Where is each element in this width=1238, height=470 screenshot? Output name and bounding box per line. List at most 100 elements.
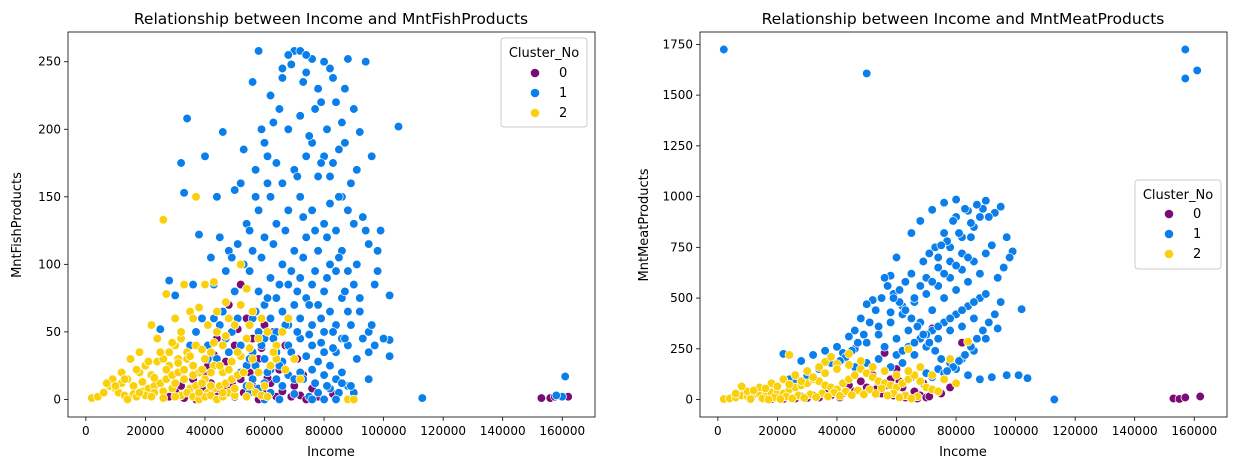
- fish-point-cluster-1: [262, 178, 273, 188]
- meat-point-cluster-1: [945, 325, 955, 336]
- fish-point-cluster-1: [230, 185, 240, 195]
- fish-point-cluster-2: [110, 381, 121, 391]
- fish-legend-box: [500, 37, 588, 128]
- meat-point-cluster-1: [1004, 252, 1015, 263]
- fish-y-tick-label: 250: [38, 55, 61, 69]
- meat-legend-title: Cluster_No: [1143, 188, 1213, 203]
- fish-point-cluster-2: [262, 327, 273, 337]
- fish-point-cluster-1: [361, 57, 371, 67]
- fish-point-cluster-1: [372, 266, 383, 276]
- fish-point-cluster-2: [155, 347, 165, 357]
- meat-point-cluster-2: [927, 370, 937, 380]
- fish-point-cluster-1: [337, 378, 347, 388]
- meat-point-cluster-2: [737, 381, 747, 392]
- fish-point-cluster-1: [283, 50, 293, 60]
- fish-point-cluster-2: [295, 374, 305, 384]
- meat-x-tick-label: 40000: [818, 424, 856, 438]
- fish-point-cluster-1: [283, 124, 293, 134]
- fish-point-cluster-1: [295, 273, 305, 283]
- meat-point-cluster-1: [906, 269, 917, 279]
- fish-point-cluster-1: [188, 279, 198, 290]
- meat-point-cluster-1: [930, 346, 940, 356]
- fish-point-cluster-1: [215, 232, 225, 242]
- meat-point-cluster-0: [1195, 391, 1205, 402]
- fish-point-cluster-2: [206, 381, 216, 391]
- fish-point-cluster-1: [277, 63, 288, 74]
- meat-point-cluster-1: [924, 338, 934, 348]
- meat-point-cluster-1: [927, 277, 937, 287]
- fish-point-cluster-1: [319, 394, 329, 405]
- fish-point-cluster-2: [244, 320, 255, 330]
- fish-point-cluster-1: [301, 50, 311, 60]
- fish-point-cluster-2: [221, 297, 231, 307]
- meat-point-cluster-1: [936, 354, 946, 364]
- meat-point-cluster-2: [906, 393, 917, 404]
- fish-point-cluster-2: [179, 279, 189, 290]
- fish-point-cluster-1: [325, 259, 335, 270]
- meat-point-cluster-2: [844, 360, 854, 370]
- fish-x-tick-label: 100000: [361, 424, 407, 438]
- fish-point-cluster-2: [233, 347, 243, 357]
- meat-point-cluster-2: [963, 337, 973, 347]
- fish-point-cluster-1: [346, 178, 356, 188]
- fish-point-cluster-1: [247, 246, 258, 256]
- fish-point-cluster-2: [128, 381, 139, 391]
- fish-point-cluster-1: [384, 290, 395, 301]
- fish-point-cluster-1: [265, 192, 276, 202]
- fish-point-cluster-1: [301, 351, 311, 361]
- fish-point-cluster-2: [197, 365, 207, 375]
- fish-point-cluster-1: [328, 327, 338, 337]
- fish-point-cluster-1: [244, 266, 255, 276]
- meat-point-cluster-1: [1013, 370, 1024, 380]
- fish-point-cluster-1: [355, 306, 365, 317]
- fish-point-cluster-1: [250, 192, 261, 202]
- fish-point-cluster-2: [161, 289, 171, 299]
- fish-point-cluster-2: [349, 394, 359, 405]
- fish-point-cluster-1: [325, 63, 335, 74]
- fish-legend: Cluster_No 0 1 2: [500, 37, 588, 128]
- fish-point-cluster-1: [331, 97, 341, 107]
- meat-point-cluster-1: [918, 329, 928, 340]
- fish-point-cluster-2: [212, 306, 222, 317]
- fish-point-cluster-1: [253, 286, 264, 297]
- meat-y-tick-label: 1000: [662, 190, 693, 204]
- fish-point-cluster-1: [259, 354, 270, 364]
- meat-point-cluster-1: [975, 374, 985, 384]
- fish-x-tick-label: 120000: [420, 424, 466, 438]
- fish-x-axis-label: Income: [307, 445, 355, 460]
- meat-point-cluster-1: [996, 202, 1006, 212]
- fish-point-cluster-2: [218, 388, 228, 398]
- meat-point-cluster-1: [975, 269, 985, 279]
- fish-point-cluster-2: [143, 356, 154, 367]
- fish-point-cluster-2: [134, 388, 145, 398]
- fish-point-cluster-1: [182, 113, 192, 124]
- fish-point-cluster-1: [349, 104, 359, 114]
- meat-point-cluster-1: [933, 334, 943, 344]
- fish-point-cluster-2: [253, 333, 264, 344]
- fish-point-cluster-2: [241, 284, 252, 294]
- fish-point-cluster-2: [230, 383, 240, 394]
- fish-point-cluster-1: [352, 259, 362, 270]
- fish-point-cluster-1: [340, 286, 350, 297]
- fish-point-cluster-1: [310, 104, 320, 114]
- meat-point-cluster-1: [873, 321, 884, 332]
- fish-point-cluster-1: [233, 239, 243, 249]
- meat-point-cluster-1: [987, 240, 997, 250]
- fish-point-cluster-2: [99, 388, 109, 398]
- fish-point-cluster-1: [328, 158, 338, 168]
- fish-point-cluster-2: [146, 320, 157, 330]
- meat-point-cluster-1: [1002, 370, 1012, 380]
- meat-point-cluster-2: [772, 381, 783, 392]
- fish-point-cluster-1: [346, 320, 356, 330]
- fish-chart-title: Relationship between Income and MntFishP…: [134, 10, 528, 28]
- fish-point-cluster-1: [349, 279, 359, 290]
- meat-point-cluster-1: [909, 338, 920, 348]
- fish-point-cluster-2: [277, 327, 288, 337]
- fish-point-cluster-1: [352, 354, 362, 364]
- fish-point-cluster-1: [340, 333, 350, 344]
- fish-point-cluster-2: [236, 300, 246, 310]
- meat-point-cluster-2: [731, 388, 741, 399]
- meat-point-cluster-1: [981, 196, 991, 206]
- fish-point-cluster-1: [298, 212, 308, 222]
- meat-point-cluster-1: [918, 256, 928, 267]
